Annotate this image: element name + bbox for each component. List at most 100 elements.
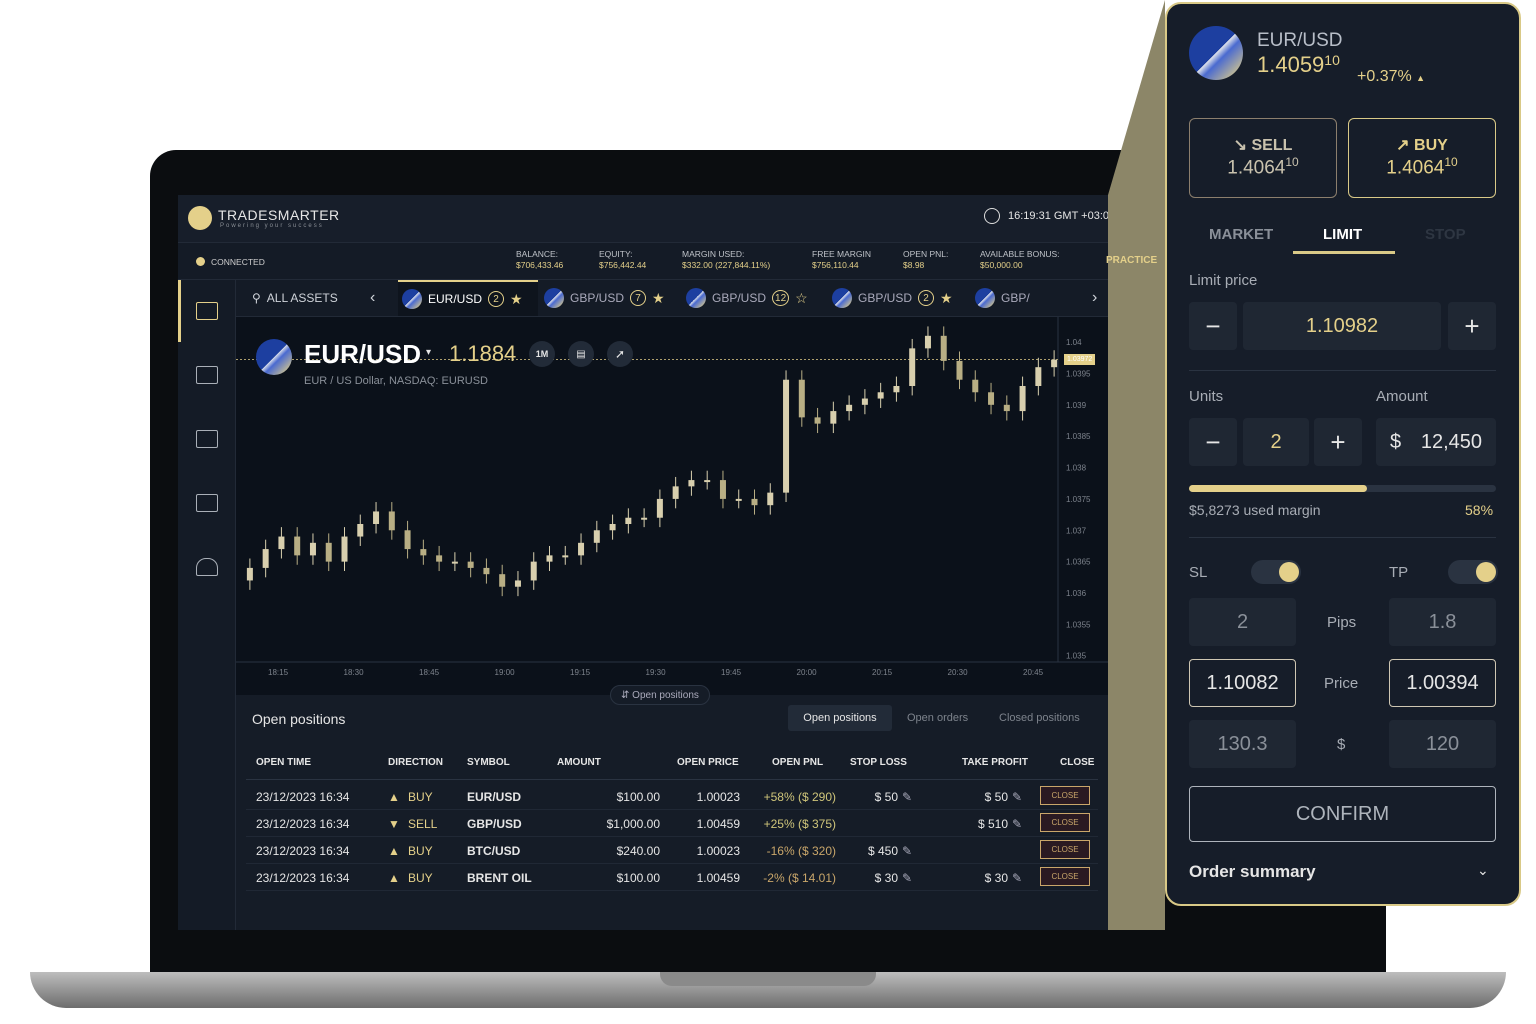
candle (751, 498, 758, 506)
edit-icon[interactable]: ✎ (901, 871, 912, 885)
education-icon[interactable] (196, 558, 218, 576)
candlestick-chart[interactable]: 1.04 1.0395 1.039 1.0385 1.038 1.0375 1.037 1.0… (236, 317, 1108, 695)
tp-toggle[interactable] (1448, 560, 1498, 584)
asset-tab[interactable]: GBP/USD 12 ☆ (682, 280, 822, 316)
star-filled-icon[interactable]: ★ (652, 289, 665, 306)
asset-tab[interactable]: GBP/USD 7 ★ (540, 280, 680, 316)
y-tick-label: 1.0355 (1066, 620, 1091, 629)
asset-tabs: ⚲ ALL ASSETS ‹ EUR/USD 2 ★ GBP/USD 7 ★ GBP/USD 1… (236, 280, 1108, 317)
candle (735, 498, 742, 501)
column-header[interactable]: OPEN PNL (772, 757, 824, 768)
symbol-dropdown-icon[interactable]: ▾ (426, 347, 432, 358)
close-position-button[interactable]: CLOSE (1040, 867, 1090, 886)
edit-icon[interactable]: ✎ (1011, 817, 1022, 831)
asset-tab[interactable]: GBP/USD 2 ★ (828, 280, 968, 316)
tp-usd-input[interactable]: 120 (1389, 720, 1496, 768)
candle (1035, 367, 1042, 386)
flag-icon (975, 288, 995, 308)
chart-symbol[interactable]: EUR/USD (304, 339, 422, 369)
order-panel: EUR/USD 1.405910 +0.37% ▲ ↘ SELL 1.40641… (1165, 2, 1521, 906)
edit-icon[interactable]: ✎ (901, 790, 912, 804)
app-header: TRADESMARTER Powering your success 16:19… (178, 195, 1165, 243)
sl-toggle[interactable] (1251, 560, 1301, 584)
book-icon[interactable] (196, 366, 218, 384)
column-header[interactable]: OPEN PRICE (677, 757, 739, 768)
sl-usd-input[interactable]: 130.3 (1189, 720, 1296, 768)
indicators-icon[interactable]: ▤ (568, 341, 594, 367)
amount-input[interactable]: $12,450 (1376, 418, 1496, 466)
candle (357, 524, 364, 537)
drawing-tool-icon[interactable]: ➚ (607, 341, 633, 367)
candle (278, 536, 285, 550)
units-decrement-button[interactable]: − (1189, 418, 1237, 466)
asset-tab[interactable]: GBP/ (971, 280, 1111, 316)
video-icon[interactable] (196, 494, 218, 512)
chart-price: 1.1884 (449, 341, 517, 366)
star-filled-icon[interactable]: ★ (510, 290, 523, 307)
sl-pips-input[interactable]: 2 (1189, 598, 1296, 646)
tab-closed-positions[interactable]: Closed positions (999, 712, 1080, 724)
tabs-next-icon[interactable]: › (1092, 289, 1098, 306)
limit-decrement-button[interactable]: − (1189, 302, 1237, 350)
star-filled-icon[interactable]: ★ (940, 289, 953, 306)
edit-icon[interactable]: ✎ (1011, 871, 1022, 885)
sell-button[interactable]: ↘ SELL 1.406410 (1189, 118, 1337, 198)
practice-mode[interactable]: PRACTICE (1106, 255, 1158, 266)
asset-tab[interactable]: EUR/USD 2 ★ (398, 280, 538, 316)
candle (373, 511, 380, 524)
order-summary-toggle[interactable]: Order summary (1189, 862, 1316, 881)
table-row[interactable]: 23/12/2023 16:34 ▲ BUY BTC/USD $240.00 1… (246, 837, 1098, 864)
confirm-button[interactable]: CONFIRM (1189, 786, 1496, 842)
tab-open-orders[interactable]: Open orders (907, 712, 969, 724)
panel-connector (1108, 0, 1165, 930)
server-time: 16:19:31 GMT +03:00 (1008, 210, 1116, 222)
flag-icon (686, 288, 706, 308)
tabs-prev-icon[interactable]: ‹ (370, 289, 376, 306)
column-header[interactable]: DIRECTION (388, 757, 443, 768)
close-position-button[interactable]: CLOSE (1040, 786, 1090, 805)
all-assets-button[interactable]: ⚲ ALL ASSETS (252, 291, 338, 305)
sl-price-input[interactable]: 1.10082 (1189, 659, 1296, 707)
close-position-button[interactable]: CLOSE (1040, 813, 1090, 832)
sl-label: SL (1189, 564, 1208, 581)
tp-price-input[interactable]: 1.00394 (1389, 659, 1496, 707)
units-increment-button[interactable]: + (1314, 418, 1362, 466)
news-icon[interactable] (196, 430, 218, 448)
sidebar (178, 280, 236, 930)
table-row[interactable]: 23/12/2023 16:34 ▲ BUY EUR/USD $100.00 1… (246, 783, 1098, 810)
buy-button[interactable]: ↗ BUY 1.406410 (1348, 118, 1496, 198)
chevron-down-icon[interactable]: ⌄ (1477, 862, 1489, 878)
limit-increment-button[interactable]: + (1448, 302, 1496, 350)
candle (578, 542, 585, 556)
search-icon: ⚲ (252, 291, 261, 305)
column-header[interactable]: AMOUNT (557, 757, 601, 768)
edit-icon[interactable]: ✎ (1011, 790, 1022, 804)
tab-open-positions[interactable]: Open positions (788, 705, 892, 731)
close-position-button[interactable]: CLOSE (1040, 840, 1090, 859)
column-header[interactable]: TAKE PROFIT (962, 757, 1028, 768)
units-input[interactable]: 2 (1243, 418, 1309, 466)
column-header[interactable]: SYMBOL (467, 757, 510, 768)
tab-market[interactable]: MARKET (1209, 226, 1274, 243)
eu-flag-icon (1189, 26, 1243, 80)
table-row[interactable]: 23/12/2023 16:34 ▲ BUY BRENT OIL $100.00… (246, 864, 1098, 891)
markets-icon[interactable] (196, 302, 218, 320)
price-chart[interactable]: 1.04 1.0395 1.039 1.0385 1.038 1.0375 1.037 1.0… (236, 317, 1108, 695)
candle (483, 567, 490, 575)
tab-limit[interactable]: LIMIT (1323, 226, 1363, 243)
candle (940, 335, 947, 361)
table-row[interactable]: 23/12/2023 16:34 ▼ SELL GBP/USD $1,000.0… (246, 810, 1098, 837)
column-header[interactable]: OPEN TIME (256, 757, 312, 768)
y-tick-label: 1.039 (1066, 401, 1087, 410)
open-positions-toggle[interactable]: ⇵ Open positions (610, 685, 710, 705)
column-header[interactable]: STOP LOSS (850, 757, 907, 768)
limit-price-input[interactable]: 1.10982 (1243, 302, 1441, 350)
logo-icon (188, 206, 212, 230)
tab-stop[interactable]: STOP (1425, 226, 1466, 243)
edit-icon[interactable]: ✎ (901, 844, 912, 858)
star-outline-icon[interactable]: ☆ (795, 289, 808, 306)
brand-tagline: Powering your success (220, 223, 324, 229)
tp-pips-input[interactable]: 1.8 (1389, 598, 1496, 646)
interval-button[interactable]: 1M (529, 341, 555, 367)
column-header[interactable]: CLOSE (1060, 757, 1095, 768)
